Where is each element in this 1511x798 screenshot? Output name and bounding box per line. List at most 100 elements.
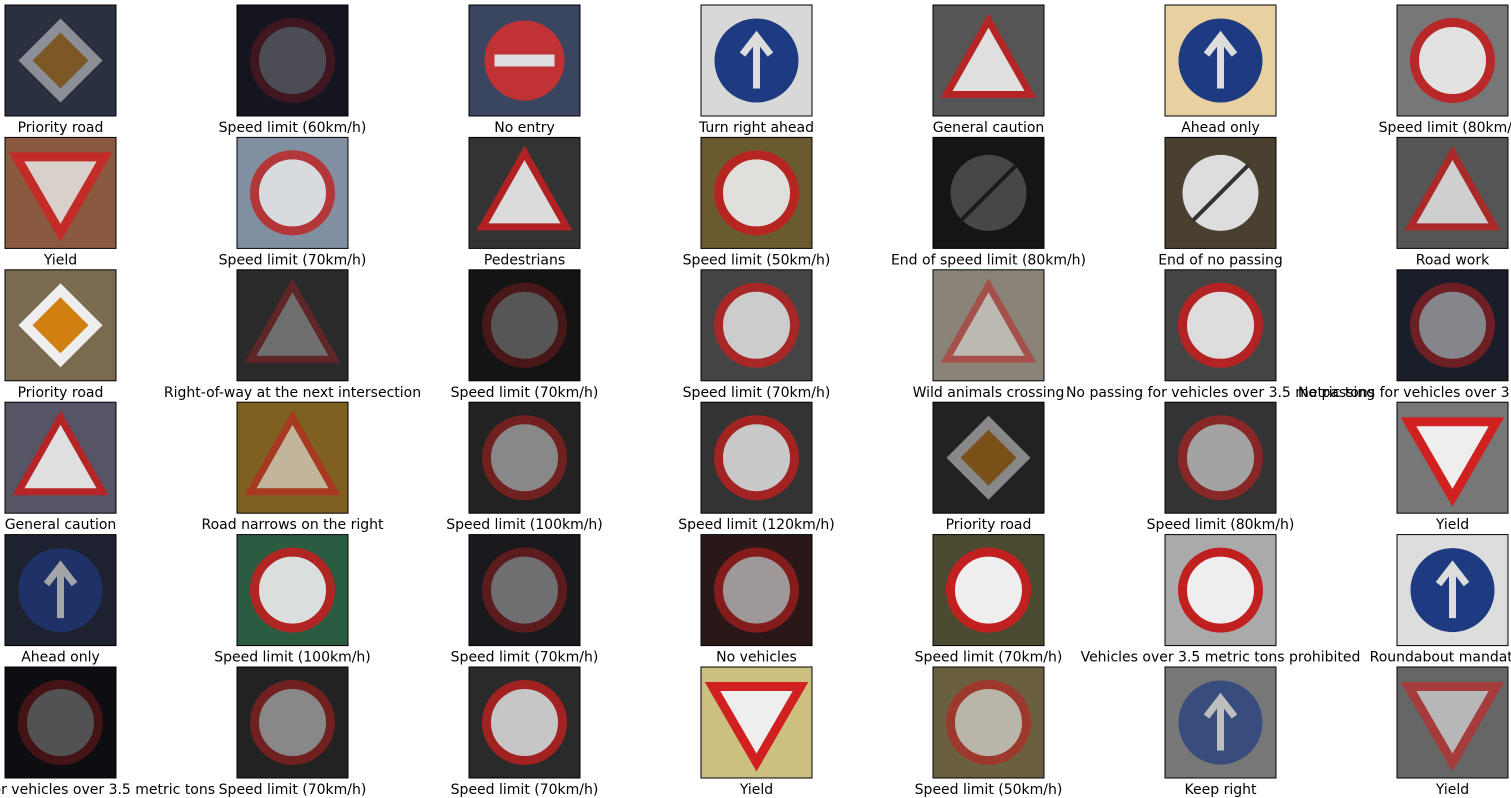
sign-shape: [714, 547, 799, 633]
tile-frame: [4, 401, 117, 514]
sign: [946, 680, 1031, 765]
sign: [1178, 547, 1263, 633]
tile-label: Priority road: [18, 385, 104, 401]
tile-label: Speed limit (100km/h): [214, 650, 371, 666]
sign-shape: [1400, 682, 1505, 772]
tile-label: General caution: [933, 120, 1045, 136]
sign-shape: [940, 13, 1037, 98]
sign: [250, 680, 335, 765]
sign-shape: [714, 282, 799, 368]
sign-arrow: [1435, 560, 1470, 619]
sign: [18, 283, 103, 368]
sign: [476, 145, 573, 231]
sign-inner: [960, 429, 1017, 486]
sign: [250, 18, 335, 103]
sign: [18, 680, 103, 765]
tile: No passing for vehicles over 3.5 metric …: [0, 666, 215, 798]
sign: [714, 150, 799, 236]
tile-frame: [236, 666, 349, 779]
tile: End of speed limit (80km/h): [891, 136, 1086, 268]
tile: Yield: [1396, 401, 1509, 533]
tile: Speed limit (80km/h): [1147, 401, 1295, 533]
tile-label: Speed limit (80km/h): [1147, 517, 1295, 533]
sign: [714, 415, 799, 501]
sign-shape: [1410, 18, 1495, 103]
tile-label: Ahead only: [1181, 120, 1260, 136]
tile-image: [237, 5, 348, 116]
tile-frame: [468, 136, 581, 249]
tile-frame: [932, 269, 1045, 382]
tile: Speed limit (80km/h): [1379, 4, 1511, 136]
tile-image: [469, 534, 580, 646]
sign-shape: [714, 415, 799, 501]
tile-frame: [4, 136, 117, 249]
tile: No passing for vehicles over 3.5 metric …: [1298, 269, 1511, 401]
tile-frame: [1164, 534, 1277, 647]
tile-label: Speed limit (70km/h): [219, 252, 367, 268]
tile-frame: [1396, 269, 1509, 382]
tile: Yield: [700, 666, 813, 798]
tile: Turn right ahead: [698, 4, 814, 136]
sign: [946, 547, 1031, 633]
sign: [946, 415, 1031, 500]
sign: [1410, 282, 1495, 368]
tile-label: No passing for vehicles over 3.5 metric …: [1066, 385, 1375, 401]
tile: No passing for vehicles over 3.5 metric …: [1066, 269, 1375, 401]
tile: Ahead only: [4, 534, 117, 666]
tile: Speed limit (70km/h): [915, 534, 1062, 666]
sign: [250, 150, 335, 236]
sign: [714, 18, 799, 103]
tile-label: Speed limit (50km/h): [915, 782, 1063, 798]
sign-arrow: [43, 560, 78, 619]
sign-arrow: [739, 30, 774, 89]
sign-inner: [32, 297, 89, 354]
sign-shape: [940, 278, 1037, 363]
tile-frame: [700, 4, 813, 117]
tile-frame: [700, 401, 813, 514]
tile: Speed limit (60km/h): [219, 4, 367, 136]
sign-inner: [32, 32, 89, 89]
tile: Roundabout mandatory: [1370, 534, 1511, 666]
tile-frame: [700, 534, 813, 647]
tile-frame: [468, 534, 581, 647]
tile: Ahead only: [1164, 4, 1277, 136]
tile-label: Road work: [1416, 252, 1490, 268]
tile: Road work: [1396, 136, 1509, 268]
tile-frame: [932, 401, 1045, 514]
sign: [18, 548, 103, 633]
tile-frame: [468, 4, 581, 117]
tile-image: [933, 137, 1044, 249]
sign: [714, 282, 799, 368]
sign: [1182, 154, 1259, 231]
sign-stripe: [959, 163, 1018, 223]
tile-label: Priority road: [946, 517, 1032, 533]
tile-label: No entry: [494, 120, 555, 136]
sign-shape: [250, 150, 335, 236]
tile: Speed limit (50km/h): [683, 136, 830, 268]
sign-shape: [1404, 145, 1501, 231]
sign: [1178, 415, 1263, 501]
tile: Priority road: [932, 401, 1045, 533]
sign: [250, 547, 335, 633]
sign: [940, 278, 1037, 363]
sign: [244, 278, 341, 363]
tile-label: Road narrows on the right: [202, 517, 384, 533]
sign: [482, 547, 567, 633]
tile-frame: [700, 666, 813, 779]
tile-label: Right-of-way at the next intersection: [164, 385, 421, 401]
sign: [1400, 682, 1505, 772]
tile: Yield: [1396, 666, 1509, 798]
tile-label: Turn right ahead: [698, 120, 814, 136]
sign-shape: [1178, 415, 1263, 501]
sign: [8, 152, 113, 242]
tile-frame: [1396, 136, 1509, 249]
sign: [12, 410, 109, 496]
tile-label: Yield: [1435, 517, 1469, 533]
tile-label: Speed limit (60km/h): [219, 120, 367, 136]
tile-frame: [236, 4, 349, 117]
tile-label: Ahead only: [21, 650, 100, 666]
tile-frame: [932, 136, 1045, 249]
sign: [1400, 417, 1505, 507]
tile-label: No passing for vehicles over 3.5 metric …: [0, 782, 215, 798]
